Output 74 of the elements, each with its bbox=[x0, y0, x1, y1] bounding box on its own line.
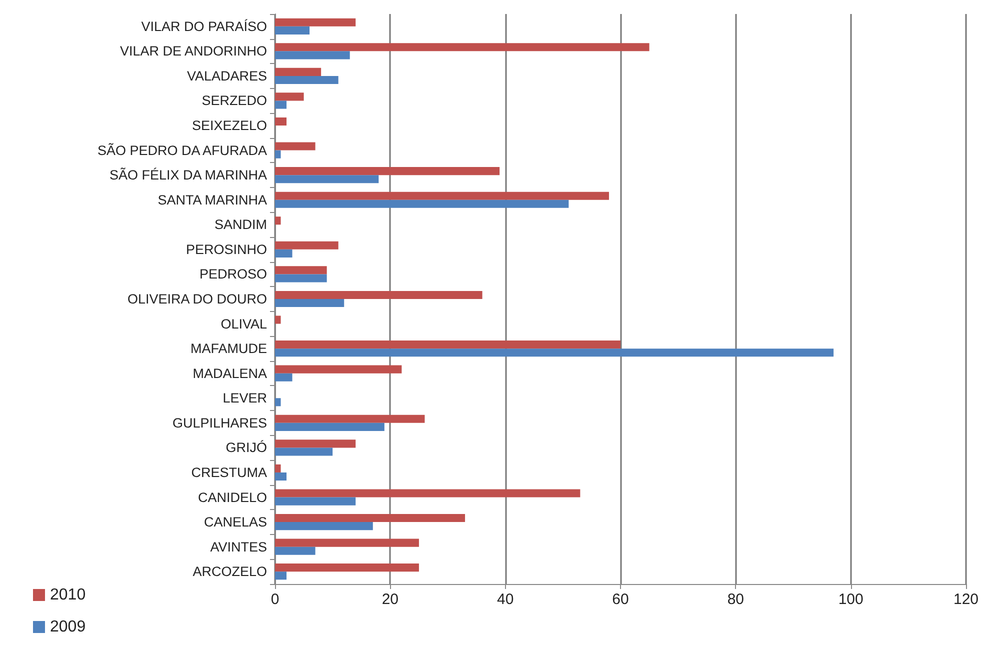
bar bbox=[275, 299, 344, 308]
legend-label: 2010 bbox=[50, 586, 86, 604]
y-tick-label: SERZEDO bbox=[202, 93, 267, 108]
bar bbox=[275, 572, 287, 580]
bar bbox=[275, 522, 373, 530]
bar bbox=[275, 192, 609, 200]
y-tick-label: VILAR DE ANDORINHO bbox=[120, 44, 267, 59]
bar bbox=[275, 497, 356, 506]
x-tick-label: 60 bbox=[612, 591, 629, 608]
bar bbox=[275, 26, 310, 34]
bar bbox=[275, 538, 419, 547]
bar bbox=[275, 348, 834, 357]
bar bbox=[275, 51, 350, 60]
bar bbox=[275, 18, 356, 26]
bar bbox=[275, 76, 338, 84]
y-tick-label: OLIVEIRA DO DOURO bbox=[127, 292, 267, 306]
x-tick-label: 120 bbox=[953, 591, 979, 608]
bar bbox=[275, 440, 356, 448]
bar bbox=[275, 68, 322, 76]
y-tick-label: SÃO PEDRO DA AFURADA bbox=[97, 142, 267, 158]
bar bbox=[275, 175, 379, 184]
x-tick-label: 20 bbox=[382, 591, 399, 608]
bar bbox=[275, 142, 316, 150]
x-tick-label: 100 bbox=[838, 591, 864, 608]
bar bbox=[275, 414, 425, 423]
bar bbox=[275, 373, 292, 382]
bar bbox=[275, 274, 327, 282]
bar bbox=[275, 422, 384, 431]
bar bbox=[275, 514, 466, 522]
y-tick-label: VILAR DO PARAÍSO bbox=[141, 18, 267, 34]
y-tick-label: PEROSINHO bbox=[186, 242, 267, 257]
y-tick-label: MADALENA bbox=[192, 366, 267, 381]
x-tick-label: 80 bbox=[727, 591, 744, 608]
y-tick-label: GULPILHARES bbox=[172, 415, 267, 430]
y-tick-label: CANIDELO bbox=[198, 490, 267, 505]
y-tick-label: CANELAS bbox=[204, 514, 267, 530]
bar bbox=[275, 200, 569, 208]
bar bbox=[275, 216, 281, 225]
bar bbox=[275, 464, 281, 472]
bar bbox=[275, 398, 281, 406]
y-tick-label: AVINTES bbox=[210, 539, 267, 554]
legend-label: 2009 bbox=[50, 618, 86, 636]
y-tick-label: MAFAMUDE bbox=[190, 341, 267, 356]
bar bbox=[275, 546, 316, 555]
x-tick-label: 0 bbox=[270, 591, 280, 608]
y-tick-label: SANDIM bbox=[214, 217, 267, 232]
bar bbox=[275, 365, 402, 374]
y-tick-label: LEVER bbox=[222, 390, 268, 406]
bar bbox=[275, 241, 338, 250]
bar bbox=[275, 150, 281, 158]
y-tick-label: PEDROSO bbox=[199, 266, 267, 282]
bar bbox=[275, 340, 620, 349]
x-tick-label: 40 bbox=[496, 591, 514, 608]
y-tick-label: CRESTUMA bbox=[191, 464, 267, 480]
bar bbox=[275, 316, 281, 324]
y-tick-label: ARCOZELO bbox=[192, 564, 267, 580]
bar bbox=[275, 43, 650, 52]
bar bbox=[275, 266, 327, 274]
bar bbox=[275, 489, 580, 498]
bar bbox=[275, 290, 482, 299]
bar bbox=[275, 117, 287, 126]
y-tick-label: OLIVAL bbox=[220, 316, 268, 332]
bar bbox=[275, 564, 419, 572]
y-tick-label: VALADARES bbox=[186, 68, 267, 84]
y-tick-label: SÃO FÉLIX DA MARINHA bbox=[109, 168, 267, 183]
bar bbox=[275, 448, 333, 456]
y-tick-label: GRIJÓ bbox=[226, 440, 267, 456]
bar bbox=[275, 249, 292, 258]
bar bbox=[275, 92, 304, 101]
y-tick-label: SEIXEZELO bbox=[192, 118, 267, 134]
bar bbox=[275, 472, 287, 481]
bar bbox=[275, 100, 287, 109]
bar bbox=[275, 167, 500, 176]
y-tick-label: SANTA MARINHA bbox=[158, 192, 267, 208]
